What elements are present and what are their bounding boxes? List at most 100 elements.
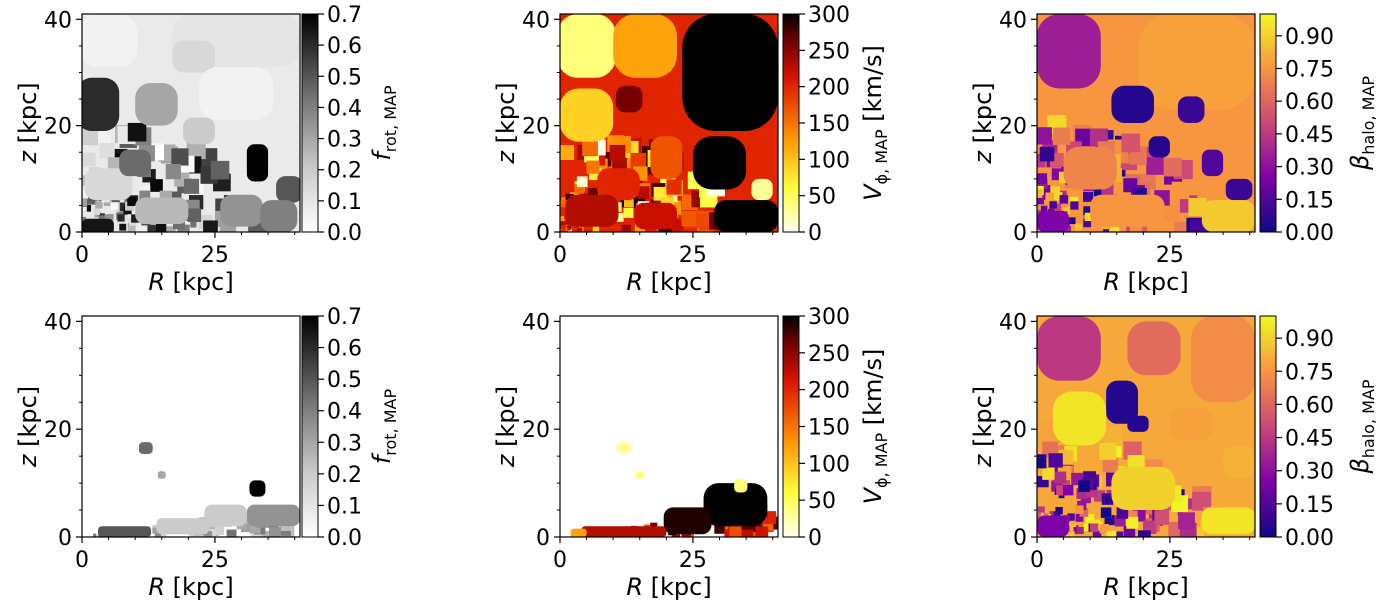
voronoi-cell: [560, 216, 565, 222]
colorbar-tick-label: 0.90: [1285, 25, 1334, 50]
voronoi-cell: [1101, 493, 1114, 505]
voronoi-cell: [128, 225, 136, 232]
voronoi-cell: [1040, 205, 1048, 213]
x-axis-label: R [kpc]: [626, 573, 711, 601]
voronoi-cell: [132, 226, 141, 232]
x-axis-label: R [kpc]: [148, 268, 233, 296]
y-tick-label: 0: [536, 526, 550, 551]
voronoi-cell: [714, 200, 778, 232]
y-tick-label: 20: [522, 115, 550, 140]
voronoi-cell: [567, 225, 572, 230]
voronoi-cell: [574, 184, 585, 194]
voronoi-cell: [1076, 526, 1084, 535]
voronoi-cell: [82, 205, 87, 212]
voronoi-cell: [1100, 507, 1112, 518]
colorbar-tick-label: 0.5: [327, 65, 362, 90]
voronoi-cell: [1049, 511, 1057, 518]
voronoi-cell: [663, 507, 712, 535]
voronoi-cell: [210, 160, 230, 180]
voronoi-cell: [1037, 226, 1039, 231]
axes-frame: [559, 13, 779, 233]
voronoi-cell: [187, 208, 202, 223]
voronoi-cell: [1069, 196, 1079, 206]
voronoi-cell: [84, 168, 133, 201]
voronoi-cell: [1053, 192, 1063, 201]
voronoi-cell: [1037, 316, 1101, 381]
voronoi-cell: [127, 122, 147, 142]
colorbar-label: Vϕ, MAP [km/s]: [859, 45, 891, 201]
x-tick-label: 25: [201, 243, 229, 268]
voronoi-cell: [131, 214, 140, 223]
voronoi-cell: [119, 149, 152, 177]
voronoi-cell: [1177, 96, 1205, 123]
voronoi-cell: [1053, 127, 1071, 145]
voronoi-cell: [82, 198, 88, 206]
voronoi-cell: [154, 532, 162, 537]
x-tick-label: 25: [679, 243, 707, 268]
plot-area: [1037, 14, 1255, 232]
voronoi-cell: [249, 522, 261, 534]
voronoi-cell: [226, 529, 237, 537]
y-tick-label: 20: [999, 115, 1027, 140]
colorbar-tick-label: 0.15: [1285, 188, 1334, 213]
y-tick-label: 40: [999, 8, 1027, 33]
colorbar-label: frot, MAP: [368, 85, 400, 161]
voronoi-cell: [630, 152, 647, 169]
voronoi-cell: [220, 194, 263, 227]
x-tick-label: 25: [679, 548, 707, 573]
voronoi-cell: [1116, 507, 1129, 519]
voronoi-cell: [147, 224, 157, 232]
colorbar: [782, 315, 800, 538]
voronoi-cell: [1178, 512, 1195, 530]
voronoi-cell: [1121, 133, 1141, 153]
y-axis-label: z [kpc]: [14, 82, 42, 164]
colorbar-label: frot, MAP: [368, 388, 400, 464]
voronoi-cell: [127, 196, 137, 207]
voronoi-cell: [1154, 510, 1170, 525]
voronoi-cell: [246, 504, 300, 527]
voronoi-cell: [97, 526, 152, 537]
voronoi-cell: [137, 225, 147, 232]
voronoi-cell: [1112, 531, 1124, 537]
colorbar-tick-label: 300: [808, 3, 850, 28]
colorbar-tick-label: 300: [808, 305, 850, 330]
voronoi-cell: [614, 212, 623, 222]
voronoi-cell: [1094, 521, 1104, 531]
voronoi-cell: [653, 186, 668, 201]
voronoi-cell: [681, 211, 697, 227]
voronoi-cell: [1049, 494, 1059, 504]
voronoi-cell: [1070, 201, 1079, 210]
voronoi-cell: [734, 479, 748, 493]
voronoi-cell: [1037, 454, 1047, 469]
voronoi-cell: [1048, 453, 1063, 468]
panel-top-right: 0 25 0 20 40 R [kpc] z [kpc] 0.00 0.15 0.30 0.45 0.…: [969, 8, 1378, 296]
voronoi-cell: [1079, 508, 1089, 517]
plot-background: [82, 316, 300, 537]
colorbar-tick-label: 250: [808, 39, 850, 64]
axes-frame: [559, 315, 779, 538]
voronoi-cell: [157, 471, 166, 479]
colorbar-tick-label: 0.60: [1285, 90, 1334, 115]
voronoi-cell: [1102, 456, 1119, 473]
y-axis-label: z [kpc]: [492, 82, 520, 164]
colorbar-label: Vϕ, MAP [km/s]: [859, 349, 891, 505]
y-tick-label: 20: [522, 418, 550, 443]
voronoi-cell: [1169, 407, 1213, 440]
voronoi-cell: [1062, 484, 1074, 496]
voronoi-cell: [193, 531, 202, 537]
y-tick-label: 40: [44, 8, 72, 33]
voronoi-cell: [1075, 513, 1084, 522]
voronoi-cell: [152, 527, 159, 534]
voronoi-cell: [1093, 184, 1106, 197]
voronoi-cell: [1106, 380, 1139, 424]
voronoi-cell: [714, 523, 725, 534]
voronoi-cell: [1146, 157, 1164, 175]
voronoi-cell: [1037, 127, 1052, 145]
x-tick-label: 0: [75, 548, 89, 573]
voronoi-cell: [1099, 524, 1109, 534]
voronoi-cell: [576, 176, 588, 188]
y-tick-label: 40: [44, 310, 72, 335]
voronoi-cell: [1037, 196, 1044, 205]
voronoi-cell: [581, 526, 667, 537]
